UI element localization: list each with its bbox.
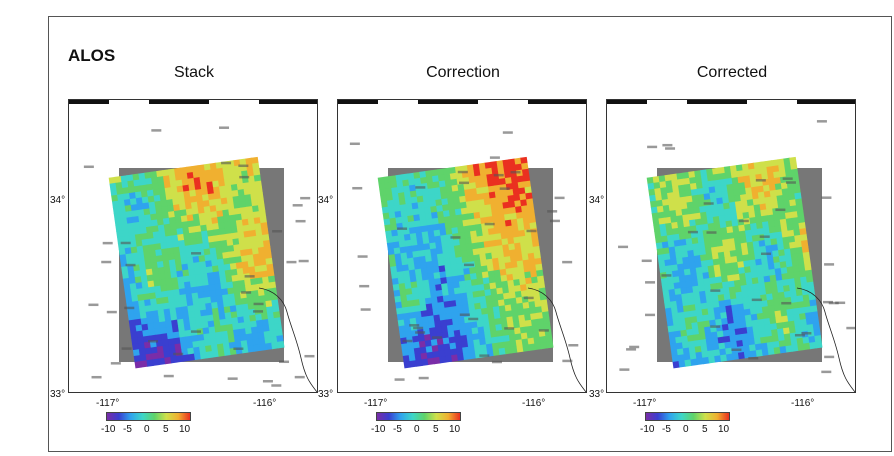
map-correction-svg — [338, 100, 586, 392]
colorbar-tick: 10 — [179, 424, 191, 435]
lat-label-34-stack: 34° — [50, 195, 66, 206]
lat-label-33-stack: 33° — [50, 389, 66, 400]
map-stack — [68, 99, 318, 393]
lon-label-116-correction: -116° — [522, 398, 546, 409]
colorbar-tick: 5 — [702, 424, 708, 435]
colorbar-tick: 10 — [718, 424, 730, 435]
colorbar-tick: 5 — [163, 424, 169, 435]
figure-title: ALOS — [68, 46, 116, 65]
lat-label-33-correction: 33° — [318, 389, 334, 400]
map-panel-stack — [68, 99, 318, 393]
lat-label-33-corrected: 33° — [589, 389, 605, 400]
lon-label-117-correction: -117° — [364, 398, 388, 409]
lon-label-117-stack: -117° — [96, 398, 120, 409]
lat-label-34-corrected: 34° — [589, 195, 605, 206]
panel-title-stack: Stack — [173, 64, 214, 81]
colorbar-tick: -5 — [662, 424, 671, 435]
lat-label-34-correction: 34° — [318, 195, 334, 206]
map-corrected-svg — [607, 100, 855, 392]
colorbar-tick: 0 — [414, 424, 420, 435]
colorbar-tick: -10 — [371, 424, 386, 435]
colorbar-tick: -5 — [123, 424, 132, 435]
colorbar-tick: -10 — [640, 424, 655, 435]
map-stack-svg — [69, 100, 317, 392]
panel-title-corrected: Corrected — [696, 64, 768, 81]
colorbar-tick: 5 — [433, 424, 439, 435]
colorbar-tick: -5 — [393, 424, 402, 435]
lon-label-116-corrected: -116° — [791, 398, 815, 409]
map-panel-correction — [337, 99, 587, 393]
colorbar-tick: 0 — [144, 424, 150, 435]
colorbar-correction — [376, 412, 461, 421]
colorbar-corrected — [645, 412, 730, 421]
lon-label-116-stack: -116° — [253, 398, 277, 409]
colorbar-tick: 10 — [449, 424, 461, 435]
map-corrected — [606, 99, 856, 393]
map-correction — [337, 99, 587, 393]
colorbar-tick: 0 — [683, 424, 689, 435]
colorbar-tick: -10 — [101, 424, 116, 435]
colorbar-stack — [106, 412, 191, 421]
map-panel-corrected — [606, 99, 856, 393]
panel-title-correction: Correction — [426, 64, 500, 81]
lon-label-117-corrected: -117° — [633, 398, 657, 409]
